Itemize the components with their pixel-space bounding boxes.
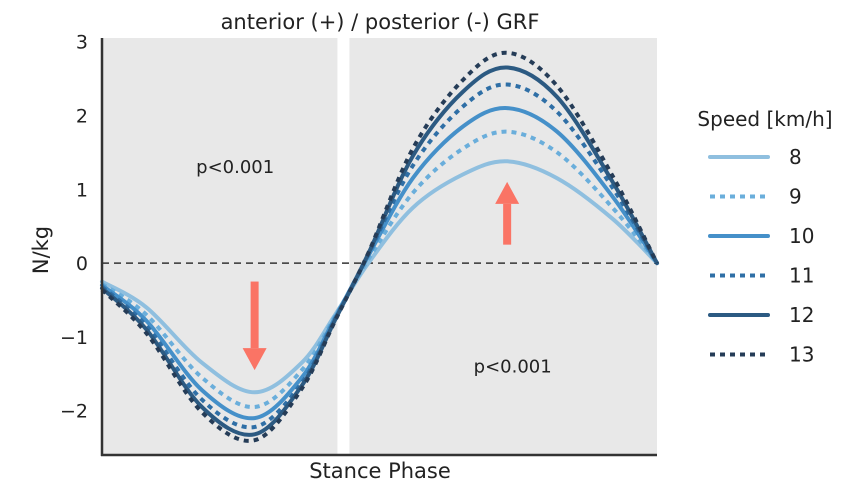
panel-right [349,38,657,455]
arrow-shaft-up [503,203,512,245]
legend-label-8: 8 [789,145,802,169]
axes [100,38,657,457]
chart-title: anterior (+) / posterior (-) GRF [221,10,540,34]
legend-title: Speed [km/h] [697,107,832,131]
y-axis-label: N/kg [29,226,53,274]
p-value-label-2: p<0.001 [474,356,552,377]
legend-label-11: 11 [789,264,814,288]
effect-arrows [242,181,520,371]
x-axis-label: Stance Phase [309,459,451,482]
series-line-13 [100,50,659,443]
arrow-head-up [495,181,520,204]
p-value-label-1: p<0.001 [196,157,274,178]
y-tick-label: −1 [60,327,88,349]
series-lines [100,50,659,443]
y-tick-labels: 3 2 1 0 −1 −2 [60,32,88,423]
y-tick-label: 0 [76,253,88,275]
significance-annotations: p<0.001 p<0.001 [196,157,552,377]
legend-label-10: 10 [789,224,814,248]
y-tick-label: −2 [60,401,88,423]
y-tick-label: 2 [76,105,88,127]
legend-label-13: 13 [789,343,814,367]
y-tick-label: 1 [76,179,88,201]
legend-label-12: 12 [789,303,814,327]
arrow-head-down [242,348,267,371]
series-line-8 [100,159,659,395]
legend-label-9: 9 [789,185,802,209]
y-tick-label: 3 [76,32,88,54]
arrow-shaft-down [250,281,259,349]
legend: Speed [km/h] 8 9 10 11 12 13 [697,107,832,367]
